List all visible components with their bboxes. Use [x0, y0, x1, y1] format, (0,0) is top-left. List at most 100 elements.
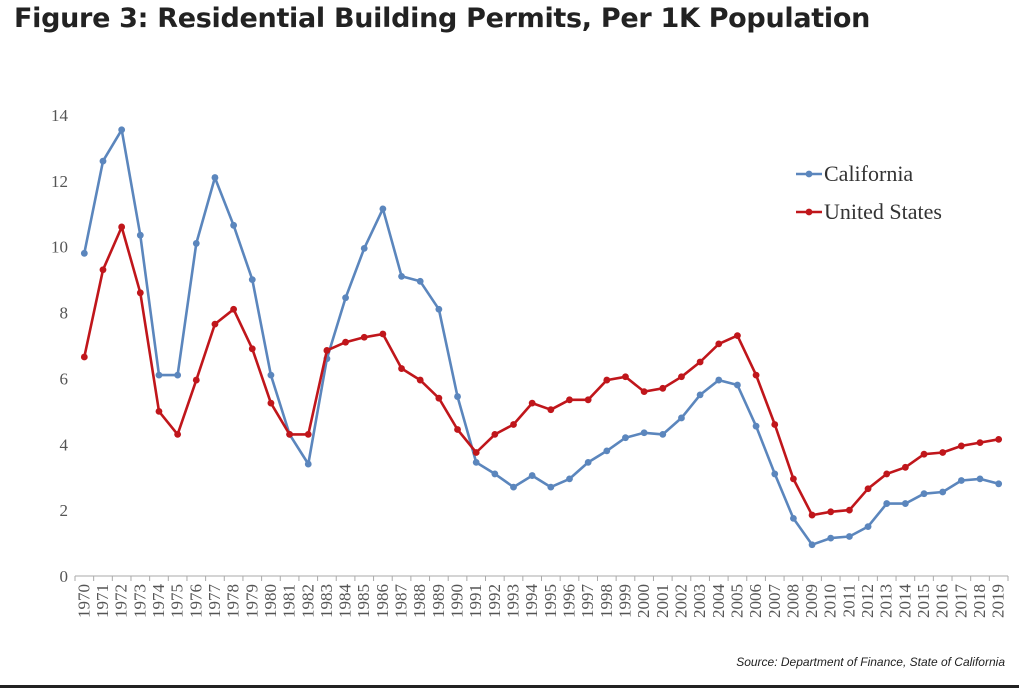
x-tick-label: 1972: [112, 584, 131, 618]
data-point-united-states: [622, 373, 629, 381]
figure-title: Figure 3: Residential Building Permits, …: [14, 3, 870, 34]
x-tick-label: 2002: [671, 584, 690, 618]
y-tick-label: 8: [60, 304, 69, 323]
x-tick-label: 1976: [186, 584, 205, 618]
x-tick-label: 1974: [149, 584, 168, 619]
series-line-california: [83, 128, 1000, 547]
x-tick-label: 2007: [765, 584, 784, 619]
data-point-california: [435, 305, 443, 313]
x-tick-label: 2018: [970, 584, 989, 618]
x-tick-label: 1997: [578, 584, 597, 619]
x-tick-label: 1988: [410, 584, 429, 618]
data-point-california: [211, 174, 219, 181]
data-point-california: [248, 276, 256, 284]
data-point-united-states: [771, 421, 779, 428]
data-point-united-states: [678, 373, 685, 381]
data-point-united-states: [435, 394, 443, 402]
data-point-california: [659, 431, 667, 438]
x-tick-label: 2003: [690, 584, 709, 618]
data-point-california: [566, 475, 573, 483]
x-tick-label: 1979: [242, 584, 261, 618]
data-point-united-states: [99, 266, 107, 274]
data-point-united-states: [883, 470, 891, 478]
data-point-california: [304, 460, 312, 468]
y-tick-label: 4: [60, 435, 69, 454]
data-point-california: [136, 231, 144, 239]
data-point-united-states: [845, 506, 853, 514]
data-point-united-states: [491, 431, 499, 438]
x-tick-label: 1999: [615, 584, 634, 618]
data-point-california: [845, 533, 853, 540]
data-point-california: [883, 500, 891, 507]
x-tick-label: 2001: [653, 584, 672, 618]
data-point-california: [678, 414, 685, 422]
series-line-united-states: [83, 225, 999, 517]
x-tick-label: 2006: [746, 584, 765, 618]
data-point-united-states: [472, 449, 480, 456]
data-point-united-states: [211, 320, 219, 328]
data-point-united-states: [454, 426, 461, 433]
data-point-united-states: [640, 388, 648, 395]
data-point-california: [864, 523, 872, 531]
y-tick-label: 10: [51, 238, 68, 257]
data-point-united-states: [734, 332, 741, 340]
data-point-united-states: [696, 358, 704, 366]
data-point-united-states: [827, 508, 835, 516]
y-tick-label: 6: [60, 369, 69, 388]
data-point-united-states: [323, 347, 331, 354]
data-point-united-states: [248, 345, 256, 353]
data-point-united-states: [584, 396, 592, 404]
x-tick-label: 2010: [821, 584, 840, 618]
data-point-california: [472, 458, 480, 466]
x-tick-label: 1975: [168, 584, 187, 618]
x-tick-label: 1995: [541, 584, 560, 618]
source-note: Source: Department of Finance, State of …: [736, 655, 1005, 669]
y-tick-label: 2: [60, 501, 69, 520]
x-tick-label: 1981: [280, 584, 299, 618]
x-tick-label: 1991: [466, 584, 485, 618]
data-point-california: [510, 483, 517, 491]
x-tick-label: 2009: [802, 584, 821, 618]
x-tick-label: 2012: [858, 584, 877, 618]
data-point-california: [174, 371, 182, 379]
data-point-united-states: [136, 289, 144, 297]
x-tick-label: 1973: [130, 584, 149, 618]
x-tick-label: 2005: [727, 584, 746, 618]
legend-label-california: California: [824, 161, 913, 186]
data-point-united-states: [566, 396, 573, 404]
legend-label-united-states: United States: [824, 199, 942, 224]
data-point-california: [696, 391, 704, 399]
data-point-california: [920, 490, 928, 498]
data-point-united-states: [379, 330, 387, 338]
data-point-california: [155, 371, 163, 379]
data-point-united-states: [957, 442, 965, 450]
x-tick-label: 1986: [373, 584, 392, 618]
data-point-california: [622, 434, 629, 442]
data-point-california: [640, 429, 648, 437]
data-point-united-states: [715, 340, 723, 348]
data-point-california: [491, 470, 499, 478]
x-tick-label: 1996: [559, 584, 578, 618]
x-tick-label: 1994: [522, 584, 541, 619]
data-point-united-states: [174, 431, 182, 438]
x-tick-label: 1982: [298, 584, 317, 618]
legend-marker-california: [805, 170, 813, 178]
x-tick-label: 1978: [224, 584, 243, 618]
x-tick-label: 1984: [336, 584, 355, 619]
bottom-rule: [0, 685, 1019, 688]
x-tick-label: 1989: [429, 584, 448, 618]
x-tick-label: 1993: [504, 584, 523, 618]
data-point-united-states: [304, 431, 312, 438]
x-tick-label: 1970: [74, 584, 93, 618]
data-point-california: [342, 294, 349, 302]
x-tick-label: 1971: [93, 584, 112, 618]
data-point-united-states: [995, 435, 1003, 443]
data-point-united-states: [267, 399, 275, 407]
x-tick-label: 2004: [709, 584, 728, 619]
data-point-california: [230, 221, 238, 229]
data-point-california: [454, 393, 461, 400]
data-point-united-states: [603, 376, 611, 384]
data-point-california: [995, 480, 1003, 488]
data-point-united-states: [939, 449, 947, 456]
